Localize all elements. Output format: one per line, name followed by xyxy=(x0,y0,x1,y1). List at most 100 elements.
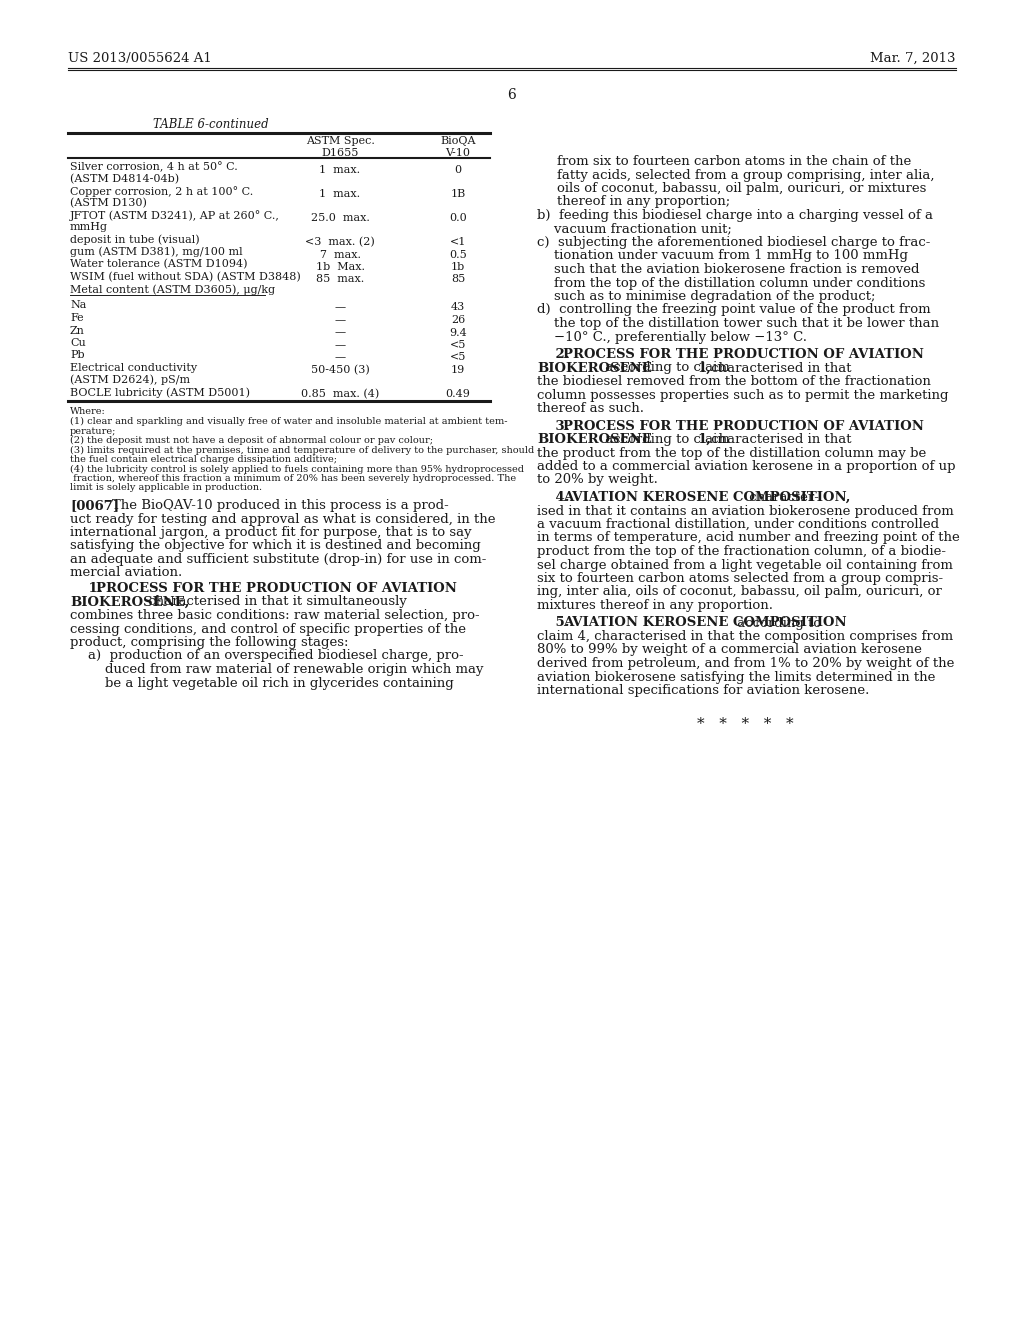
Text: (3) limits required at the premises, time and temperature of delivery to the pur: (3) limits required at the premises, tim… xyxy=(70,446,535,454)
Text: Cu: Cu xyxy=(70,338,86,348)
Text: according to claim: according to claim xyxy=(601,362,734,375)
Text: 2.: 2. xyxy=(537,348,569,360)
Text: combines three basic conditions: raw material selection, pro-: combines three basic conditions: raw mat… xyxy=(70,609,479,622)
Text: 26: 26 xyxy=(451,315,465,325)
Text: according to: according to xyxy=(733,616,821,630)
Text: aviation biokerosene satisfying the limits determined in the: aviation biokerosene satisfying the limi… xyxy=(537,671,935,684)
Text: according to claim: according to claim xyxy=(601,433,734,446)
Text: fatty acids, selected from a group comprising, inter alia,: fatty acids, selected from a group compr… xyxy=(557,169,935,181)
Text: AVIATION KEROSENE COMPOSITION: AVIATION KEROSENE COMPOSITION xyxy=(563,616,847,630)
Text: —: — xyxy=(335,341,345,350)
Text: satisfying the objective for which it is destined and becoming: satisfying the objective for which it is… xyxy=(70,540,480,553)
Text: international jargon, a product fit for purpose, that is to say: international jargon, a product fit for … xyxy=(70,525,472,539)
Text: WSIM (fuel without SDA) (ASTM D3848): WSIM (fuel without SDA) (ASTM D3848) xyxy=(70,272,301,281)
Text: from the top of the distillation column under conditions: from the top of the distillation column … xyxy=(537,276,926,289)
Text: fraction, whereof this fraction a minimum of 20% has been severely hydroprocesse: fraction, whereof this fraction a minimu… xyxy=(70,474,516,483)
Text: mixtures thereof in any proportion.: mixtures thereof in any proportion. xyxy=(537,599,773,612)
Text: 1B: 1B xyxy=(451,189,466,199)
Text: such that the aviation biokerosene fraction is removed: such that the aviation biokerosene fract… xyxy=(537,263,920,276)
Text: (ASTM D2624), pS/m: (ASTM D2624), pS/m xyxy=(70,375,190,385)
Text: product, comprising the following stages:: product, comprising the following stages… xyxy=(70,636,348,649)
Text: PROCESS FOR THE PRODUCTION OF AVIATION: PROCESS FOR THE PRODUCTION OF AVIATION xyxy=(563,420,924,433)
Text: such as to minimise degradation of the product;: such as to minimise degradation of the p… xyxy=(537,290,876,304)
Text: PROCESS FOR THE PRODUCTION OF AVIATION: PROCESS FOR THE PRODUCTION OF AVIATION xyxy=(563,348,924,360)
Text: 19: 19 xyxy=(451,366,465,375)
Text: US 2013/0055624 A1: US 2013/0055624 A1 xyxy=(68,51,212,65)
Text: 3.: 3. xyxy=(537,420,569,433)
Text: mercial aviation.: mercial aviation. xyxy=(70,566,182,579)
Text: gum (ASTM D381), mg/100 ml: gum (ASTM D381), mg/100 ml xyxy=(70,247,243,257)
Text: be a light vegetable oil rich in glycerides containing: be a light vegetable oil rich in glyceri… xyxy=(88,676,454,689)
Text: character-: character- xyxy=(745,491,819,504)
Text: 0.0: 0.0 xyxy=(450,213,467,223)
Text: 0.49: 0.49 xyxy=(445,389,470,399)
Text: (1) clear and sparkling and visually free of water and insoluble material at amb: (1) clear and sparkling and visually fre… xyxy=(70,417,508,426)
Text: BOCLE lubricity (ASTM D5001): BOCLE lubricity (ASTM D5001) xyxy=(70,387,250,397)
Text: (2) the deposit must not have a deposit of abnormal colour or pav colour;: (2) the deposit must not have a deposit … xyxy=(70,436,433,445)
Text: —: — xyxy=(335,302,345,313)
Text: the top of the distillation tower such that it be lower than: the top of the distillation tower such t… xyxy=(537,317,939,330)
Text: AVIATION KEROSENE COMPOSITION,: AVIATION KEROSENE COMPOSITION, xyxy=(563,491,850,504)
Text: 0.5: 0.5 xyxy=(450,249,467,260)
Text: 0.85  max. (4): 0.85 max. (4) xyxy=(301,389,379,400)
Text: the product from the top of the distillation column may be: the product from the top of the distilla… xyxy=(537,446,927,459)
Text: [0067]: [0067] xyxy=(70,499,119,512)
Text: ASTM Spec.
D1655: ASTM Spec. D1655 xyxy=(305,136,375,158)
Text: duced from raw material of renewable origin which may: duced from raw material of renewable ori… xyxy=(88,663,483,676)
Text: d)  controlling the freezing point value of the product from: d) controlling the freezing point value … xyxy=(537,304,931,317)
Text: 1  max.: 1 max. xyxy=(319,165,360,176)
Text: mmHg: mmHg xyxy=(70,222,108,231)
Text: 1  max.: 1 max. xyxy=(319,189,360,199)
Text: BIOKEROSENE: BIOKEROSENE xyxy=(537,362,651,375)
Text: the biodiesel removed from the bottom of the fractionation: the biodiesel removed from the bottom of… xyxy=(537,375,931,388)
Text: <5: <5 xyxy=(450,341,466,350)
Text: ised in that it contains an aviation biokerosene produced from: ised in that it contains an aviation bio… xyxy=(537,504,953,517)
Text: perature;: perature; xyxy=(70,426,117,436)
Text: to 20% by weight.: to 20% by weight. xyxy=(537,474,657,487)
Text: (ASTM D4814-04b): (ASTM D4814-04b) xyxy=(70,173,179,183)
Text: added to a commercial aviation kerosene in a proportion of up: added to a commercial aviation kerosene … xyxy=(537,459,955,473)
Text: TABLE 6-continued: TABLE 6-continued xyxy=(154,117,269,131)
Text: column possesses properties such as to permit the marketing: column possesses properties such as to p… xyxy=(537,388,948,401)
Text: uct ready for testing and approval as what is considered, in the: uct ready for testing and approval as wh… xyxy=(70,512,496,525)
Text: —: — xyxy=(335,327,345,338)
Text: BIOKEROSENE,: BIOKEROSENE, xyxy=(70,595,189,609)
Text: cessing conditions, and control of specific properties of the: cessing conditions, and control of speci… xyxy=(70,623,466,635)
Text: tionation under vacuum from 1 mmHg to 100 mmHg: tionation under vacuum from 1 mmHg to 10… xyxy=(537,249,908,263)
Text: The BioQAV-10 produced in this process is a prod-: The BioQAV-10 produced in this process i… xyxy=(112,499,449,512)
Text: oils of coconut, babassu, oil palm, ouricuri, or mixtures: oils of coconut, babassu, oil palm, ouri… xyxy=(557,182,927,195)
Text: 6: 6 xyxy=(508,88,516,102)
Text: 1,: 1, xyxy=(697,433,711,446)
Text: b)  feeding this biodiesel charge into a charging vessel of a: b) feeding this biodiesel charge into a … xyxy=(537,209,933,222)
Text: 4.: 4. xyxy=(537,491,569,504)
Text: a vacuum fractional distillation, under conditions controlled: a vacuum fractional distillation, under … xyxy=(537,517,939,531)
Text: BIOKEROSENE: BIOKEROSENE xyxy=(537,433,651,446)
Text: Metal content (ASTM D3605), μg/kg: Metal content (ASTM D3605), μg/kg xyxy=(70,284,275,294)
Text: 85  max.: 85 max. xyxy=(315,275,365,285)
Text: 0: 0 xyxy=(455,165,462,176)
Text: Zn: Zn xyxy=(70,326,85,335)
Text: sel charge obtained from a light vegetable oil containing from: sel charge obtained from a light vegetab… xyxy=(537,558,953,572)
Text: 9.4: 9.4 xyxy=(450,327,467,338)
Text: 25.0  max.: 25.0 max. xyxy=(310,213,370,223)
Text: 1,: 1, xyxy=(697,362,711,375)
Text: six to fourteen carbon atoms selected from a group compris-: six to fourteen carbon atoms selected fr… xyxy=(537,572,943,585)
Text: 50-450 (3): 50-450 (3) xyxy=(310,366,370,375)
Text: —: — xyxy=(335,315,345,325)
Text: limit is solely applicable in production.: limit is solely applicable in production… xyxy=(70,483,262,492)
Text: product from the top of the fractionation column, of a biodie-: product from the top of the fractionatio… xyxy=(537,545,946,558)
Text: international specifications for aviation kerosene.: international specifications for aviatio… xyxy=(537,684,869,697)
Text: Mar. 7, 2013: Mar. 7, 2013 xyxy=(870,51,956,65)
Text: (ASTM D130): (ASTM D130) xyxy=(70,198,146,207)
Text: 1b  Max.: 1b Max. xyxy=(315,261,365,272)
Text: <5: <5 xyxy=(450,352,466,363)
Text: vacuum fractionation unit;: vacuum fractionation unit; xyxy=(537,223,732,235)
Text: 85: 85 xyxy=(451,275,465,285)
Text: characterised in that it simultaneously: characterised in that it simultaneously xyxy=(144,595,407,609)
Text: the fuel contain electrical charge dissipation additive;: the fuel contain electrical charge dissi… xyxy=(70,455,337,465)
Text: 43: 43 xyxy=(451,302,465,313)
Text: 80% to 99% by weight of a commercial aviation kerosene: 80% to 99% by weight of a commercial avi… xyxy=(537,644,922,656)
Text: Copper corrosion, 2 h at 100° C.: Copper corrosion, 2 h at 100° C. xyxy=(70,186,253,197)
Text: Water tolerance (ASTM D1094): Water tolerance (ASTM D1094) xyxy=(70,259,248,269)
Text: 1.: 1. xyxy=(70,582,102,595)
